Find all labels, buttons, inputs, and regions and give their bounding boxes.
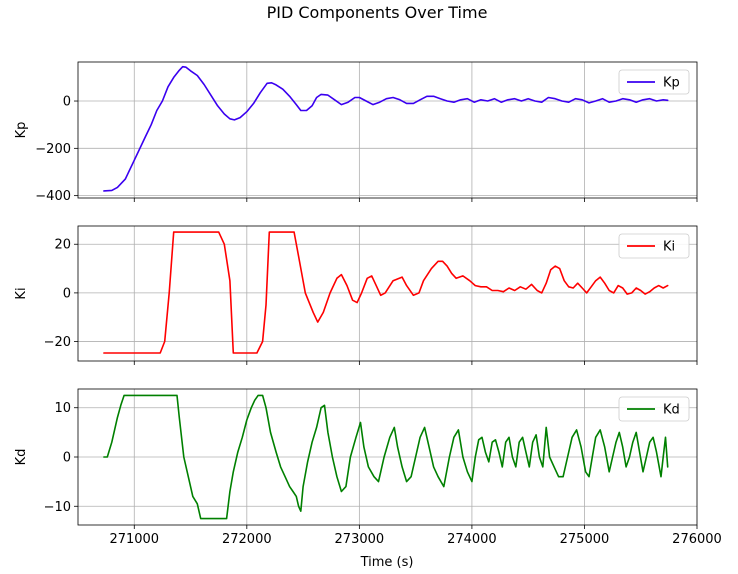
legend: Kd (618, 396, 690, 422)
series-line-kp (103, 65, 669, 192)
panel-kd: 271000 272000 273000 274000 275000 276000 −10 0… (14, 388, 722, 547)
y-axis-label: Kp (14, 122, 29, 139)
panel-ki: −20 0 20 Ki Ki (14, 225, 698, 365)
y-tick-label: −200 (35, 142, 71, 157)
y-tick-label: 0 (63, 95, 71, 110)
axes-frame (77, 61, 698, 199)
axes-frame (77, 225, 698, 362)
y-tick-label: −400 (35, 189, 71, 204)
y-tick-label: −20 (44, 335, 71, 350)
y-axis-label: Kd (14, 449, 29, 466)
x-tick-label: 274000 (447, 532, 497, 547)
legend-label-kp: Kp (663, 76, 680, 91)
series-line-kd (103, 394, 669, 520)
x-tick-label: 276000 (672, 532, 722, 547)
x-tick-label: 272000 (222, 532, 272, 547)
y-tick-label: 0 (63, 286, 71, 301)
legend-label-kd: Kd (663, 403, 680, 418)
series-line-ki (103, 231, 669, 354)
legend: Ki (618, 233, 690, 259)
x-axis-label: Time (s) (360, 555, 414, 570)
axes-frame (77, 388, 698, 526)
legend-label-ki: Ki (663, 240, 675, 255)
x-tick-label: 271000 (109, 532, 159, 547)
x-tick-label: 275000 (560, 532, 610, 547)
x-tick-label: 273000 (335, 532, 385, 547)
y-tick-label: 20 (54, 238, 71, 253)
panel-kp: −400 −200 0 Kp Kp (14, 61, 698, 204)
legend: Kp (618, 69, 690, 95)
y-tick-label: 0 (63, 451, 71, 466)
y-tick-label: −10 (44, 500, 71, 515)
y-tick-label: 10 (54, 401, 71, 416)
y-axis-label: Ki (14, 287, 29, 299)
figure-title: PID Components Over Time (267, 3, 488, 22)
